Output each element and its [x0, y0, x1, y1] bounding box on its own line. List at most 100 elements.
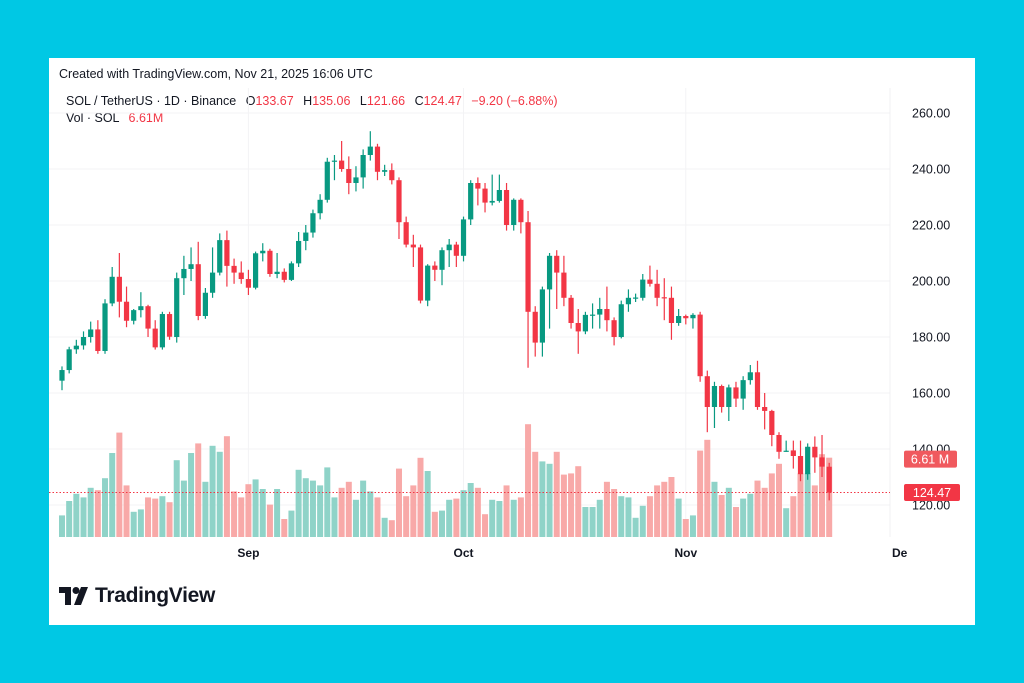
volume-bar [188, 453, 195, 537]
volume-bar [711, 481, 718, 537]
candle-body [611, 320, 617, 337]
volume-bar [639, 505, 646, 537]
candle-body [181, 268, 187, 279]
candle-body [640, 279, 646, 298]
volume-bar [797, 473, 804, 537]
volume-bar [575, 466, 582, 537]
candle-body [661, 297, 667, 299]
candle-body [453, 244, 459, 256]
candle-body [396, 180, 402, 223]
candlestick-chart[interactable]: 260.00240.00220.00200.00180.00160.00140.… [49, 58, 975, 625]
price-tick-label: 180.00 [912, 331, 950, 345]
volume-bar [689, 515, 696, 537]
candle-body [460, 219, 467, 256]
volume-bar [790, 496, 797, 537]
volume-bar [646, 496, 653, 537]
volume-bar [482, 514, 489, 537]
candle-body [245, 279, 252, 288]
candle-body [425, 265, 431, 301]
volume-bar [94, 490, 101, 537]
candle-body [274, 271, 280, 274]
time-tick-label: Nov [674, 546, 697, 560]
candle-body [805, 446, 811, 475]
candle-body [116, 276, 122, 302]
high-label: H [303, 94, 313, 108]
candle-body [525, 222, 531, 312]
volume-bar [532, 451, 539, 537]
candle-body [683, 316, 689, 319]
candle-body [403, 222, 409, 245]
candle-body [633, 297, 639, 299]
low-label: L [359, 94, 367, 108]
candle-body [195, 264, 201, 316]
volume-bar [59, 515, 65, 537]
candle-body [303, 232, 309, 241]
price-tick-label: 200.00 [912, 275, 950, 289]
volume-bar [697, 450, 704, 537]
candle-body [546, 255, 553, 290]
tradingview-logo: TradingView [59, 584, 215, 608]
candle-body [518, 199, 524, 223]
candle-body [754, 372, 761, 407]
volume-bar [768, 473, 775, 537]
volume-bar [403, 496, 410, 537]
candle-body [554, 255, 560, 273]
candle-body [826, 466, 832, 493]
candle-body [733, 387, 739, 399]
candle-body [812, 446, 818, 458]
candle-body [654, 283, 660, 298]
candle-body [489, 200, 495, 203]
candle-body [532, 311, 538, 343]
high-value: 135.06 [312, 94, 351, 108]
volume-label: Vol · SOL [66, 111, 120, 125]
volume-bar [388, 520, 395, 537]
candle-body [174, 278, 180, 337]
volume-value: 6.61M [128, 111, 164, 125]
volume-bar [123, 485, 130, 537]
volume-bar [395, 468, 402, 537]
volume-bar [410, 485, 417, 537]
volume-bar [661, 481, 668, 537]
volume-bar [338, 487, 345, 537]
candle-body [102, 303, 108, 351]
candle-body [59, 370, 65, 381]
candle-body [267, 250, 273, 274]
volume-bar [302, 478, 309, 537]
candle-body [202, 292, 208, 316]
volume-bar [596, 499, 603, 537]
volume-bar [102, 478, 109, 537]
candle-body [288, 263, 295, 280]
candle-body [676, 316, 682, 323]
volume-bar [804, 473, 811, 537]
candle-body [769, 410, 775, 435]
candle-body [604, 309, 610, 321]
candle-body [711, 386, 718, 407]
low-value: 121.66 [366, 94, 406, 108]
volume-bar [352, 499, 359, 537]
volume-bar [288, 510, 295, 537]
volume-bar [668, 477, 675, 537]
volume-bar [546, 463, 553, 537]
candle-body [432, 265, 438, 270]
candle-body [468, 183, 474, 220]
candle-body [503, 190, 510, 225]
candle-body [690, 314, 696, 319]
volume-bar [80, 497, 87, 537]
volume-bar [718, 495, 725, 537]
volume-bar [510, 499, 517, 537]
candle-body [389, 170, 395, 181]
volume-bar [589, 507, 596, 537]
volume-bar [732, 507, 739, 537]
candle-body [367, 146, 373, 155]
candle-body [296, 240, 302, 264]
volume-bar [145, 497, 152, 537]
candle-body [123, 301, 130, 321]
candle-body [339, 160, 345, 169]
volume-bar [259, 489, 266, 537]
candle-body [374, 146, 381, 172]
volume-bar [195, 443, 202, 537]
volume-bar [274, 489, 281, 537]
volume-bar [116, 432, 123, 537]
volume-bar [625, 497, 632, 537]
volume-bar [446, 499, 453, 537]
